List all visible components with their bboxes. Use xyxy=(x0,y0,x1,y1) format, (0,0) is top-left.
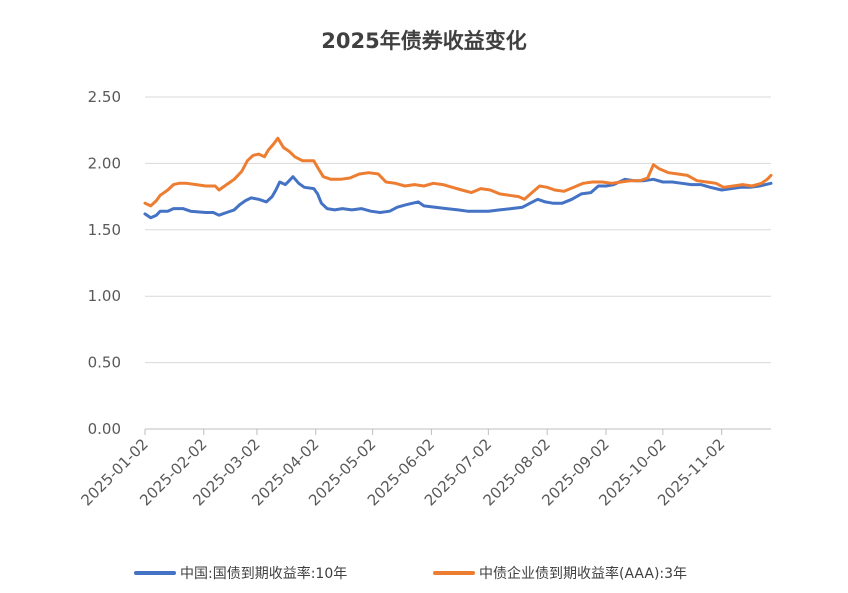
series-line-2 xyxy=(143,136,773,208)
chart-title: 2025年债券收益变化 xyxy=(321,29,526,53)
x-axis: 2025-01-022025-02-022025-03-022025-04-02… xyxy=(77,428,771,509)
series-lines xyxy=(143,136,773,220)
y-tick-label: 2.50 xyxy=(88,88,121,106)
y-tick-label: 2.00 xyxy=(88,154,121,172)
legend: 中国:国债到期收益率:10年 中债企业债到期收益率(AAA):3年 xyxy=(134,565,687,582)
gridlines xyxy=(145,96,771,364)
y-tick-label: 1.00 xyxy=(88,287,121,305)
y-tick-label: 0.00 xyxy=(88,420,121,438)
y-axis-ticks: 0.00 0.50 1.00 1.50 2.00 2.50 xyxy=(88,88,121,438)
series-line-1 xyxy=(143,175,773,220)
legend-label-1: 中国:国债到期收益率:10年 xyxy=(180,565,347,582)
legend-label-2: 中债企业债到期收益率(AAA):3年 xyxy=(479,565,687,582)
y-tick-label: 0.50 xyxy=(88,354,121,372)
y-tick-label: 1.50 xyxy=(88,221,121,239)
